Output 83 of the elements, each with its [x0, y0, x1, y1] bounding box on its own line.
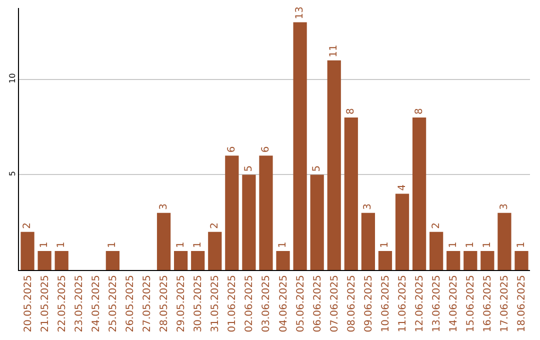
- data-label: 13: [294, 6, 306, 20]
- data-label: 3: [158, 203, 170, 210]
- bar: [430, 232, 444, 270]
- bar: [464, 250, 478, 270]
- bar: [276, 250, 290, 270]
- x-tick-label: 24.05.2025: [90, 275, 102, 332]
- data-label: 1: [192, 242, 204, 248]
- data-label: 1: [56, 242, 68, 248]
- data-label: 5: [312, 165, 323, 172]
- data-label: 3: [362, 203, 374, 210]
- bar: [480, 250, 494, 270]
- x-tick-label: 05.06.2025: [295, 275, 306, 332]
- x-tick-label: 31.05.2025: [210, 275, 222, 332]
- bar: [344, 118, 358, 270]
- x-tick-label: 17.06.2025: [500, 275, 511, 332]
- bar: [446, 250, 460, 270]
- bar: [225, 156, 239, 270]
- bar: [156, 212, 171, 270]
- data-label: 4: [396, 184, 408, 191]
- x-tick-label: 01.06.2025: [227, 275, 238, 332]
- x-tick-label: 06.06.2025: [312, 275, 324, 332]
- bar: [106, 250, 120, 270]
- x-tick-label: 21.05.2025: [40, 275, 51, 332]
- x-tick-label: 03.06.2025: [261, 275, 272, 332]
- data-label: 1: [464, 242, 476, 248]
- x-tick-label: 02.06.2025: [244, 275, 256, 332]
- data-label: 2: [209, 222, 220, 229]
- x-tick-label: 23.05.2025: [74, 275, 85, 332]
- x-tick-label: 10.06.2025: [380, 275, 392, 332]
- bar: [378, 250, 392, 270]
- bar: [20, 232, 34, 270]
- data-label: 1: [482, 242, 493, 248]
- x-tick-label: 07.06.2025: [329, 275, 340, 332]
- bar: [361, 212, 375, 270]
- bar: [174, 250, 188, 270]
- data-label: 1: [107, 242, 118, 248]
- bar: [208, 232, 222, 270]
- x-tick-label: 22.05.2025: [56, 275, 68, 332]
- bar: [327, 60, 341, 270]
- x-tick-label: 18.06.2025: [516, 275, 528, 332]
- x-tick-label: 30.05.2025: [193, 275, 204, 332]
- data-label: 6: [226, 146, 238, 153]
- x-tick-label: 20.05.2025: [22, 275, 34, 332]
- bar: [242, 174, 256, 270]
- x-tick-label: 13.06.2025: [432, 275, 443, 332]
- data-label: 8: [414, 108, 425, 115]
- data-label: 1: [448, 242, 459, 248]
- data-label: 1: [278, 242, 289, 248]
- data-label: 3: [498, 203, 510, 210]
- x-tick-label: 12.06.2025: [414, 275, 426, 332]
- x-tick-label: 25.05.2025: [108, 275, 119, 332]
- x-tick-label: 15.06.2025: [466, 275, 477, 332]
- bar: [395, 194, 410, 270]
- x-tick-label: 16.06.2025: [482, 275, 494, 332]
- data-label: 1: [380, 242, 391, 248]
- data-label: 6: [260, 146, 272, 153]
- x-tick-label: 14.06.2025: [448, 275, 460, 332]
- x-tick-label: 09.06.2025: [363, 275, 374, 332]
- bar: [514, 250, 528, 270]
- data-label: 1: [39, 242, 50, 248]
- x-tick-label: 04.06.2025: [278, 275, 290, 332]
- data-label: 8: [346, 108, 357, 115]
- bar: [191, 250, 205, 270]
- bar: [259, 156, 273, 270]
- data-label: 5: [243, 165, 254, 172]
- bar: [498, 212, 512, 270]
- data-label: 1: [175, 242, 186, 248]
- x-tick-label: 26.05.2025: [124, 275, 136, 332]
- bar: [54, 250, 68, 270]
- x-tick-label: 27.05.2025: [142, 275, 153, 332]
- bar: [293, 22, 307, 270]
- data-label: 1: [516, 242, 527, 248]
- y-tick-label: 10: [8, 73, 17, 84]
- data-label: 11: [328, 44, 340, 58]
- x-tick-label: 11.06.2025: [398, 275, 408, 332]
- data-label: 2: [430, 222, 442, 229]
- x-tick-label: 29.05.2025: [176, 275, 188, 332]
- x-tick-label: 08.06.2025: [346, 275, 358, 332]
- x-tick-label: 28.05.2025: [159, 275, 170, 332]
- data-label: 2: [22, 222, 34, 229]
- bar: [38, 250, 52, 270]
- bar: [310, 174, 324, 270]
- bar: [412, 118, 426, 270]
